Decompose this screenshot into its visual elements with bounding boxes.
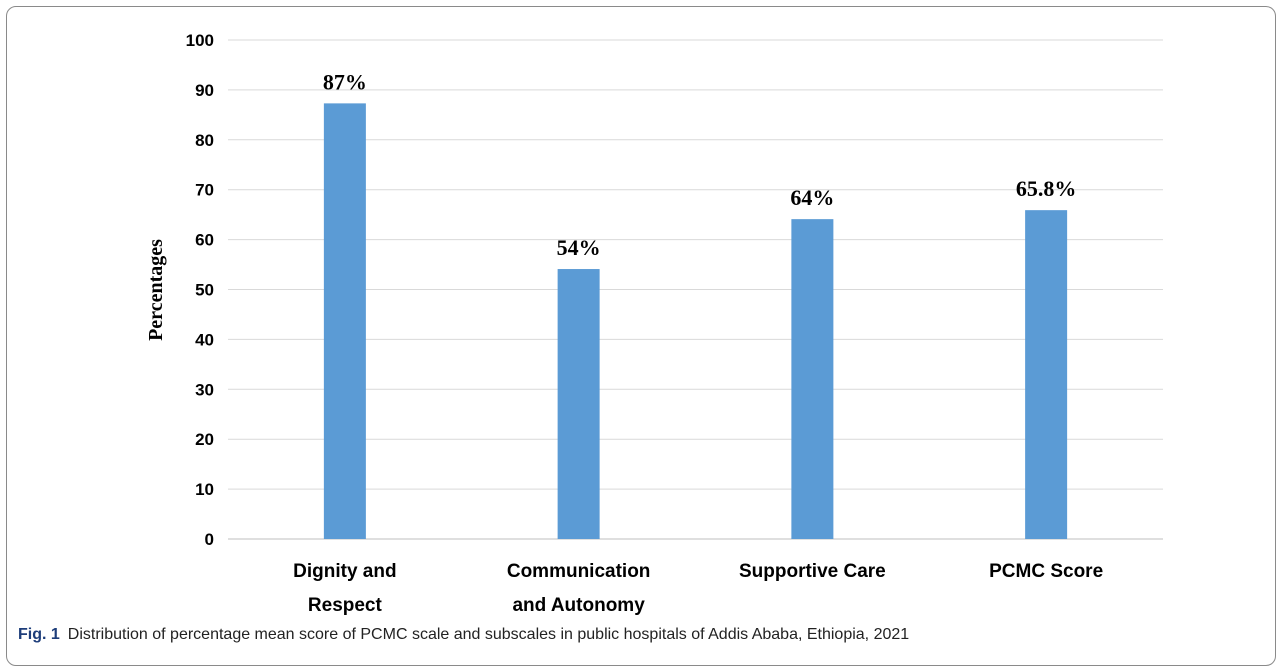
category-label: Respect bbox=[308, 595, 383, 616]
y-tick-label: 90 bbox=[195, 81, 214, 100]
caption-text: Distribution of percentage mean score of… bbox=[67, 626, 910, 643]
y-tick-label: 30 bbox=[195, 380, 214, 399]
y-tick-labels: 0 10 20 30 40 50 60 70 80 90 100 bbox=[186, 31, 214, 549]
gridlines bbox=[228, 39, 1163, 540]
figure-caption: Fig. 1 Distribution of percentage mean sc… bbox=[18, 626, 909, 644]
data-labels: 87% 54% 64% 65.8% bbox=[323, 69, 1077, 260]
y-tick-label: 50 bbox=[195, 281, 214, 300]
category-label: Dignity and bbox=[293, 561, 396, 582]
bar bbox=[1025, 210, 1068, 539]
y-tick-label: 40 bbox=[195, 330, 214, 349]
y-tick-label: 0 bbox=[205, 530, 214, 549]
bar bbox=[323, 103, 366, 540]
data-label: 87% bbox=[323, 69, 367, 94]
data-label: 64% bbox=[790, 185, 834, 210]
y-tick-label: 20 bbox=[195, 430, 214, 449]
bar bbox=[791, 219, 834, 540]
category-labels: Dignity and Respect Communication and Auton… bbox=[293, 561, 1103, 616]
y-tick-label: 70 bbox=[195, 181, 214, 200]
y-axis-label: Percentages bbox=[145, 239, 167, 341]
y-tick-label: 100 bbox=[186, 31, 214, 50]
y-tick-label: 10 bbox=[195, 480, 214, 499]
bar bbox=[557, 269, 600, 539]
category-label: PCMC Score bbox=[989, 561, 1103, 582]
y-tick-label: 80 bbox=[195, 131, 214, 150]
category-label: Supportive Care bbox=[739, 561, 886, 582]
y-tick-label: 60 bbox=[195, 231, 214, 250]
caption-label: Fig. 1 bbox=[18, 626, 60, 643]
bars bbox=[323, 103, 1068, 540]
data-label: 54% bbox=[557, 235, 601, 260]
category-label: Communication bbox=[507, 561, 651, 582]
category-label: and Autonomy bbox=[512, 595, 645, 616]
data-label: 65.8% bbox=[1016, 176, 1077, 201]
